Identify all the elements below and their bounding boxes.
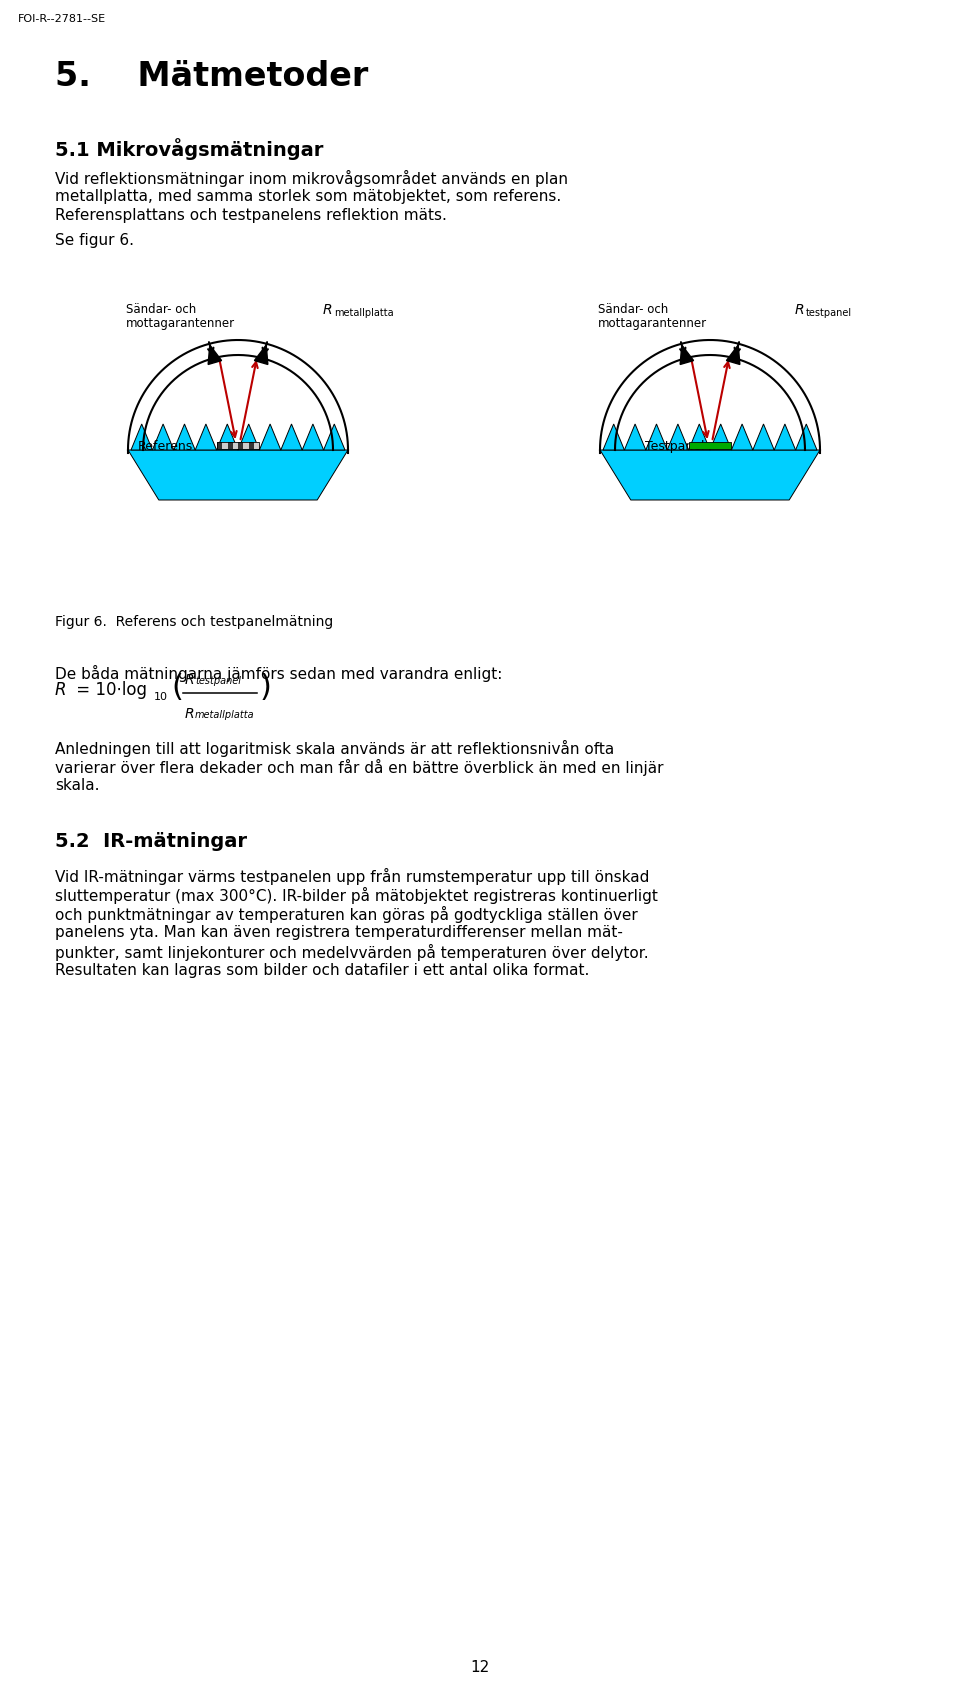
Polygon shape [238,423,259,450]
Text: sluttemperatur (max 300°C). IR-bilder på mätobjektet registreras kontinuerligt: sluttemperatur (max 300°C). IR-bilder på… [55,887,658,904]
Polygon shape [324,423,345,450]
Text: Referensplattans och testpanelens reflektion mäts.: Referensplattans och testpanelens reflek… [55,207,446,223]
Polygon shape [174,423,195,450]
Text: mottagarantenner: mottagarantenner [126,317,235,330]
Polygon shape [208,346,222,364]
Polygon shape [131,423,153,450]
Text: punkter, samt linjekonturer och medelvvärden på temperaturen över delytor.: punkter, samt linjekonturer och medelvvä… [55,944,649,961]
Polygon shape [732,423,753,450]
Text: panelens yta. Man kan även registrera temperaturdifferenser mellan mät-: panelens yta. Man kan även registrera te… [55,926,623,941]
Polygon shape [753,423,774,450]
Polygon shape [128,450,348,501]
Bar [238,442,243,448]
Bar [228,442,232,448]
Text: Figur 6.  Referens och testpanelmätning: Figur 6. Referens och testpanelmätning [55,615,333,629]
Text: Resultaten kan lagras som bilder och datafiler i ett antal olika format.: Resultaten kan lagras som bilder och dat… [55,963,589,978]
Polygon shape [153,423,174,450]
Text: Vid reflektionsmätningar inom mikrovågsområdet används en plan: Vid reflektionsmätningar inom mikrovågso… [55,170,568,187]
Text: testpanel: testpanel [195,676,241,686]
Polygon shape [710,423,732,450]
Text: R: R [795,303,804,317]
Text: och punktmätningar av temperaturen kan göras på godtyckliga ställen över: och punktmätningar av temperaturen kan g… [55,905,637,922]
Text: metallplatta: metallplatta [334,309,394,319]
Polygon shape [259,423,280,450]
Text: R: R [185,706,195,722]
Polygon shape [727,346,740,364]
Bar [217,442,259,448]
Polygon shape [254,346,268,364]
Polygon shape [646,423,667,450]
Polygon shape [688,423,710,450]
Text: 5.    Mätmetoder: 5. Mätmetoder [55,61,369,93]
Text: Sändar- och: Sändar- och [126,303,196,315]
Text: testpanel: testpanel [806,309,852,319]
Text: metallplatta: metallplatta [195,710,254,720]
Polygon shape [302,423,324,450]
Text: skala.: skala. [55,777,100,792]
Text: Referens: Referens [138,440,193,454]
Text: R: R [55,681,66,700]
Text: Sändar- och: Sändar- och [598,303,668,315]
Text: 5.1 Mikrovågsmätningar: 5.1 Mikrovågsmätningar [55,138,324,160]
Polygon shape [774,423,796,450]
Text: ): ) [260,673,272,701]
Text: De båda mätningarna jämförs sedan med varandra enligt:: De båda mätningarna jämförs sedan med va… [55,664,502,683]
Polygon shape [217,423,238,450]
Text: FOI-R--2781--SE: FOI-R--2781--SE [18,13,107,24]
Text: = 10⋅log: = 10⋅log [71,681,147,700]
Polygon shape [624,423,646,450]
Text: metallplatta, med samma storlek som mätobjektet, som referens.: metallplatta, med samma storlek som mäto… [55,189,562,204]
Bar [217,442,223,448]
Text: R: R [185,673,195,686]
Text: varierar över flera dekader och man får då en bättre överblick än med en linjär: varierar över flera dekader och man får … [55,759,663,776]
Text: mottagarantenner: mottagarantenner [598,317,708,330]
Text: R: R [323,303,332,317]
Polygon shape [796,423,817,450]
Bar [249,442,253,448]
Polygon shape [280,423,302,450]
Polygon shape [680,346,693,364]
Polygon shape [667,423,688,450]
Text: 10: 10 [154,691,168,701]
Text: (: ( [171,673,182,701]
Polygon shape [600,450,820,501]
Text: Vid IR-mätningar värms testpanelen upp från rumstemperatur upp till önskad: Vid IR-mätningar värms testpanelen upp f… [55,868,649,885]
Text: 12: 12 [470,1661,490,1674]
Bar [689,442,731,448]
Text: Se figur 6.: Se figur 6. [55,233,134,248]
Text: Testpanel: Testpanel [645,440,705,454]
Polygon shape [603,423,624,450]
Text: Anledningen till att logaritmisk skala används är att reflektionsnivån ofta: Anledningen till att logaritmisk skala a… [55,740,614,757]
Polygon shape [195,423,217,450]
Bar [217,442,259,448]
Text: 5.2  IR-mätningar: 5.2 IR-mätningar [55,831,247,851]
